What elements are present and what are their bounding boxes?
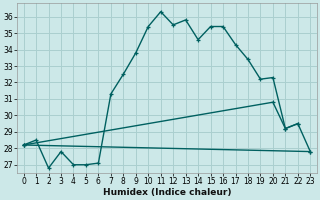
X-axis label: Humidex (Indice chaleur): Humidex (Indice chaleur) [103,188,231,197]
